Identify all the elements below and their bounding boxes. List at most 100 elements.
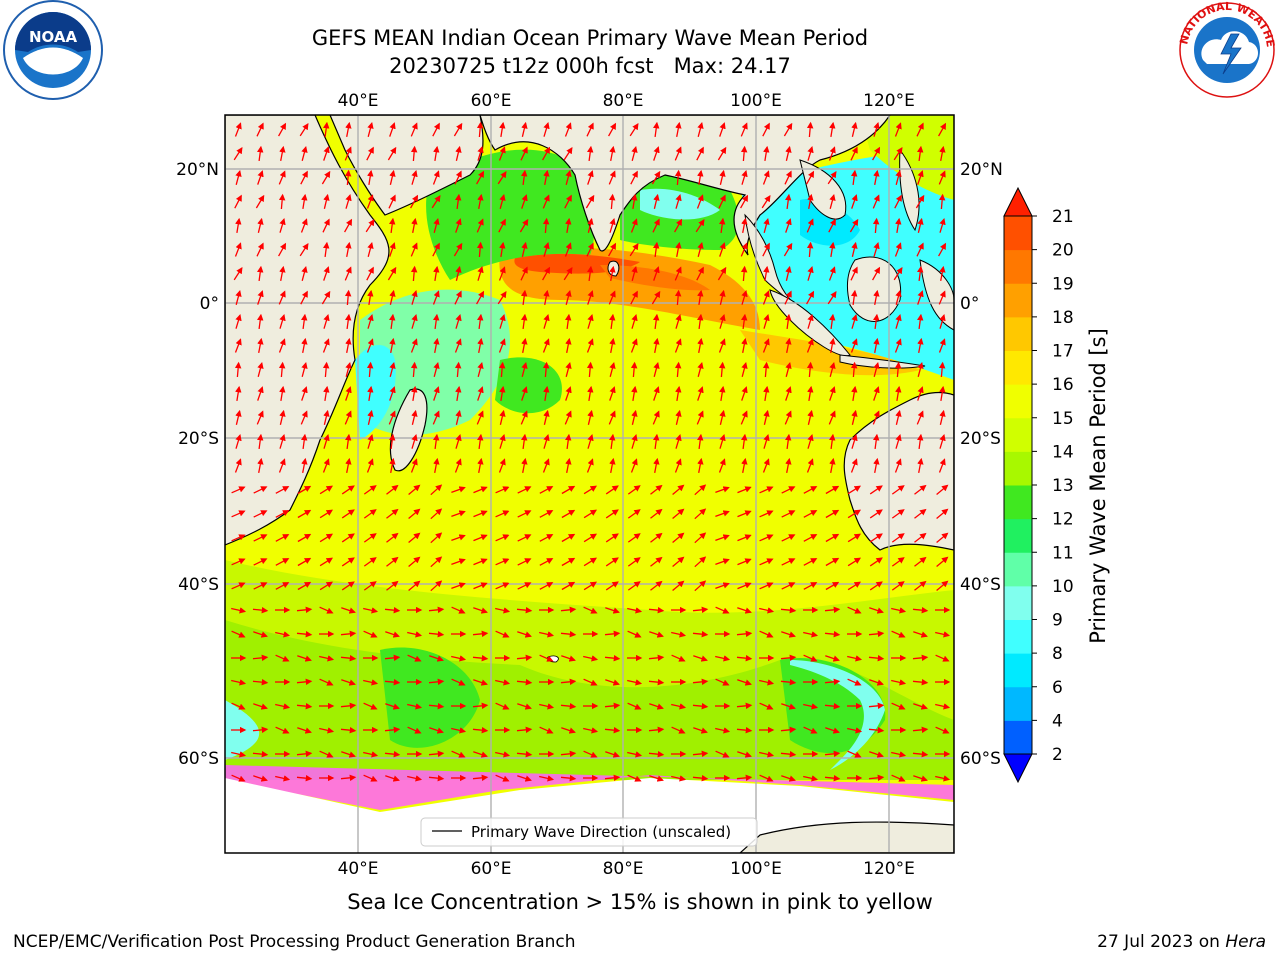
wave-arrow [759, 751, 775, 758]
lon-label-top: 80°E [603, 91, 644, 111]
lat-label-left: 40°S [178, 575, 219, 595]
wave-arrow [516, 750, 533, 758]
wave-arrow [451, 510, 466, 518]
wave-arrow [741, 313, 748, 329]
wave-arrow [609, 313, 616, 329]
wave-arrow [539, 703, 555, 710]
wave-arrow [367, 289, 374, 306]
wave-arrow [428, 606, 445, 614]
wave-arrow [938, 170, 946, 185]
wave-arrow [806, 290, 815, 305]
wave-arrow [741, 386, 748, 401]
wave-arrow [583, 557, 598, 567]
wave-arrow [477, 457, 484, 474]
wave-arrow [279, 218, 286, 233]
wave-arrow [231, 751, 247, 758]
noaa-logo-text: NOAA [29, 28, 78, 46]
green-patch-1 [380, 647, 480, 748]
wave-arrow [386, 532, 399, 543]
wave-arrow [780, 606, 797, 614]
lon-label-top: 40°E [338, 91, 379, 111]
wave-arrow [299, 123, 309, 137]
wave-arrow [363, 485, 377, 495]
wave-arrow [785, 457, 792, 474]
wave-arrow [561, 533, 576, 543]
wave-arrow [278, 193, 286, 210]
wave-arrow [829, 241, 836, 258]
wave-arrow [319, 750, 334, 758]
wave-arrow [366, 458, 374, 473]
wave-arrow [543, 169, 550, 186]
wave-arrow [564, 194, 572, 209]
wave-arrow [301, 433, 308, 449]
wave-arrow [847, 727, 863, 734]
wave-arrow [781, 534, 796, 542]
wave-arrow [233, 147, 243, 161]
wave-arrow [648, 654, 665, 662]
wave-arrow [344, 146, 352, 161]
wave-arrow [563, 147, 573, 161]
wave-arrow [389, 361, 396, 377]
lon-label-bottom: 80°E [603, 859, 644, 879]
wave-arrow [869, 679, 884, 686]
wave-arrow [363, 557, 377, 567]
wave-arrow [495, 486, 510, 494]
wave-arrow [387, 266, 397, 281]
wave-arrow [936, 556, 949, 567]
wave-arrow [323, 409, 330, 425]
wave-arrow [543, 242, 550, 257]
wave-arrow [869, 485, 883, 495]
wave-arrow [323, 146, 330, 161]
map-frame [224, 114, 955, 854]
wave-arrow [257, 457, 264, 474]
wave-arrow [341, 679, 356, 686]
wave-arrow [451, 727, 467, 734]
wave-arrow [719, 217, 726, 233]
wave-arrow [718, 361, 726, 378]
wave-arrow [497, 291, 507, 305]
wave-arrow [916, 410, 924, 425]
wave-arrow [539, 558, 554, 566]
wave-arrow [627, 485, 641, 495]
wave-arrow [894, 122, 902, 137]
wave-arrow [451, 655, 467, 662]
wave-arrow [891, 679, 907, 686]
wave-arrow [694, 508, 707, 520]
wave-arrow [631, 314, 638, 329]
wave-arrow [430, 484, 443, 496]
wave-arrow [257, 386, 264, 401]
wave-arrow [586, 242, 594, 257]
wave-arrow [917, 361, 924, 377]
wave-arrow [428, 678, 445, 686]
wave-arrow [367, 241, 374, 257]
wave-arrow [694, 484, 707, 496]
wave-arrow [495, 607, 511, 614]
wave-arrow [672, 508, 685, 519]
wave-arrow [340, 630, 357, 638]
wave-arrow [587, 434, 594, 449]
wave-arrow [631, 409, 638, 425]
wave-arrow [278, 361, 286, 378]
wave-arrow [473, 534, 488, 542]
wave-arrow [257, 433, 264, 449]
wave-arrow [938, 242, 947, 257]
wave-arrow [296, 750, 313, 758]
wave-arrow [759, 679, 775, 686]
wave-arrow [631, 193, 638, 210]
wave-arrow [252, 726, 269, 734]
borneo-land [847, 256, 902, 322]
wave-arrow [719, 434, 726, 449]
wave-arrow [694, 532, 707, 544]
wave-arrow [741, 361, 748, 377]
wave-arrow [234, 338, 242, 353]
wave-arrow [715, 582, 730, 590]
lon-label-top: 120°E [863, 91, 915, 111]
wave-arrow [301, 145, 308, 161]
wave-arrow [521, 241, 528, 257]
wave-arrow [827, 171, 837, 185]
wave-arrow [322, 361, 330, 378]
wave-arrow [697, 386, 704, 401]
wave-arrow [319, 678, 334, 686]
wave-arrow [938, 193, 946, 210]
wave-arrow [587, 290, 594, 305]
